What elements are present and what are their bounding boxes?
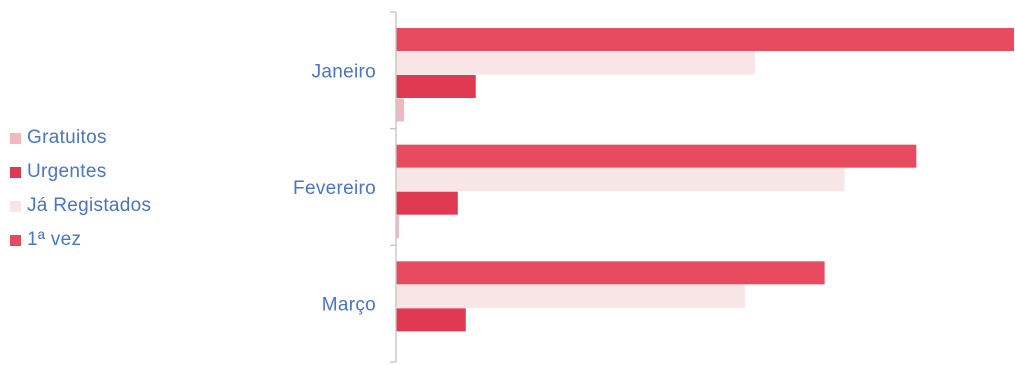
- bar-ja-registados-marco: [396, 284, 745, 308]
- bar-1-vez-janeiro: [396, 28, 1014, 51]
- category-label-fevereiro: Fevereiro: [293, 178, 376, 199]
- bar-urgentes-janeiro: [396, 75, 476, 98]
- category-labels: Janeiro Fevereiro Março: [293, 61, 376, 315]
- legend-label-urgentes: Urgentes: [27, 161, 107, 182]
- legend-swatch-1a-vez: [10, 234, 21, 246]
- category-axis: [390, 11, 397, 363]
- legend-item-gratuitos: Gratuitos: [10, 121, 151, 155]
- category-label-janeiro: Janeiro: [312, 61, 376, 82]
- bar-ja-registados-fevereiro: [396, 168, 845, 192]
- bar-ja-registados-janeiro: [396, 51, 755, 75]
- bar-urgentes-marco: [396, 308, 466, 332]
- bars-group: [396, 28, 1014, 332]
- bar-1-vez-fevereiro: [396, 144, 917, 168]
- bar-gratuitos-janeiro: [396, 98, 404, 122]
- legend-item-ja-registados: Já Registados: [10, 189, 151, 223]
- legend-swatch-urgentes: [10, 166, 21, 178]
- legend-label-gratuitos: Gratuitos: [27, 127, 107, 148]
- legend-label-1a-vez: 1ª vez: [27, 229, 82, 250]
- legend-swatch-gratuitos: [10, 132, 21, 144]
- bar-urgentes-fevereiro: [396, 191, 458, 215]
- category-label-marco: Março: [322, 295, 376, 316]
- legend-item-urgentes: Urgentes: [10, 155, 151, 189]
- legend-item-1a-vez: 1ª vez: [10, 223, 151, 257]
- legend: Gratuitos Urgentes Já Registados 1ª vez: [10, 121, 151, 257]
- bar-gratuitos-fevereiro: [396, 215, 399, 239]
- legend-label-ja-registados: Já Registados: [27, 195, 152, 216]
- legend-swatch-ja-registados: [10, 200, 21, 212]
- bar-1-vez-marco: [396, 261, 825, 285]
